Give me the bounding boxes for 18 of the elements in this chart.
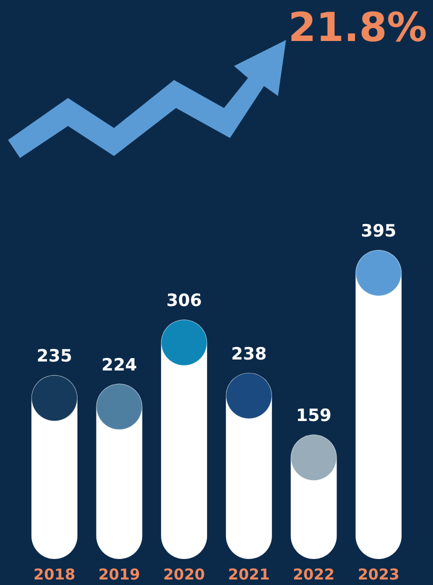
data-label: 159 [296,406,332,426]
bar [96,384,142,559]
data-label: 235 [36,346,72,367]
x-tick-label: 2021 [228,566,270,584]
bar [356,250,402,559]
x-tick-label: 2018 [34,566,76,584]
bar [31,375,78,559]
bar [226,372,272,559]
data-label: 238 [231,344,267,364]
x-tick-label: 2023 [358,566,400,584]
bar [161,320,208,559]
data-label: 224 [102,355,138,376]
x-tick-label: 2022 [292,566,335,584]
x-tick-label: 2019 [98,566,140,584]
data-label: 395 [360,222,396,242]
x-tick-label: 2020 [163,566,205,584]
text: 21.8% [288,5,428,51]
data-label: 306 [166,291,202,312]
